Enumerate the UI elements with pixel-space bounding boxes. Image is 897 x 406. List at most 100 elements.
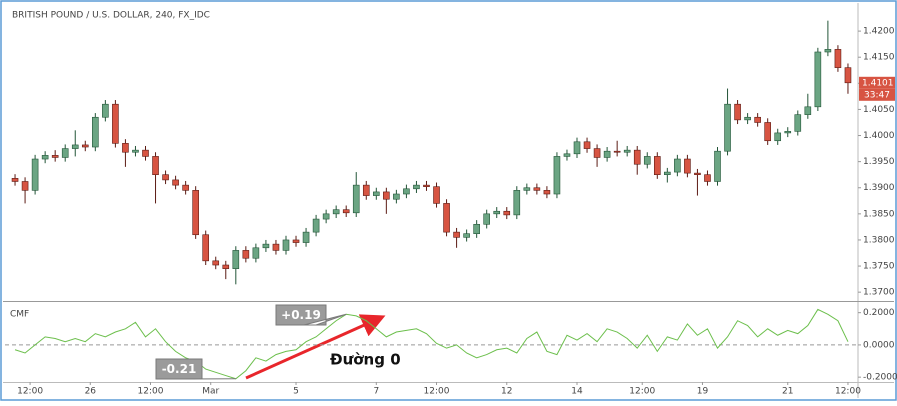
candle-body	[804, 106, 812, 115]
candle-body	[61, 148, 69, 158]
candle-body	[493, 210, 501, 215]
candle-body	[112, 103, 119, 144]
annotation: Đường 0	[330, 351, 401, 369]
candle-body	[533, 187, 541, 191]
candle-body	[383, 191, 390, 200]
countdown: 33:47	[864, 90, 890, 100]
candle-body	[182, 184, 189, 191]
y-tick-label: 1.4200	[863, 27, 895, 37]
candle-body	[423, 184, 430, 187]
candle-body	[593, 148, 601, 158]
x-tick-label: 12:00	[424, 387, 450, 397]
countdown-box	[859, 88, 895, 101]
candle-body	[724, 103, 731, 152]
candle-body	[41, 155, 49, 160]
candle-body	[523, 187, 531, 191]
candle-body	[503, 210, 511, 216]
candle-body	[734, 103, 741, 121]
candle-body	[352, 184, 360, 214]
candle-body	[473, 223, 480, 234]
candle-body	[222, 264, 230, 269]
candle-body	[553, 156, 561, 195]
candle-body	[322, 213, 330, 220]
candle-body	[71, 144, 79, 149]
candle-body	[583, 141, 591, 149]
candle-body	[212, 260, 220, 266]
callout-text: -0.21	[162, 362, 197, 376]
y-tick-label: 1.4050	[863, 105, 895, 115]
candle-body	[483, 213, 490, 225]
candle-body	[31, 158, 39, 191]
candle-body	[684, 158, 691, 174]
candle-body	[744, 116, 751, 121]
x-tick-label: 12:00	[629, 387, 655, 397]
callout-text: +0.19	[281, 308, 321, 322]
chart-title: BRITISH POUND / U.S. DOLLAR, 240, FX_IDC	[12, 11, 210, 21]
y-tick-label: 0.2000	[863, 308, 895, 318]
price-tag: 1.4101	[862, 78, 894, 88]
candle-body	[362, 184, 370, 196]
candle-body	[613, 150, 621, 153]
x-tick-label: 12:00	[138, 387, 164, 397]
x-tick-label: 12	[501, 387, 512, 397]
candle-body	[51, 155, 59, 158]
candle-body	[784, 131, 792, 134]
x-tick-label: 7	[373, 387, 379, 397]
candle-body	[292, 239, 300, 243]
candle-body	[302, 231, 310, 243]
candle-body	[282, 239, 290, 251]
candle-body	[443, 203, 450, 233]
candle-body	[674, 158, 681, 173]
candle-body	[172, 179, 179, 186]
candle-body	[623, 149, 631, 153]
candle-body	[563, 153, 571, 157]
candle-body	[543, 190, 551, 195]
candle-body	[202, 234, 210, 262]
x-tick-label: 12:00	[17, 387, 43, 397]
y-tick-label: 1.4150	[863, 53, 895, 63]
candle-body	[463, 233, 470, 238]
y-tick-label: 0.0000	[863, 340, 895, 350]
candle-body	[704, 174, 711, 182]
candle-body	[754, 116, 761, 123]
candle-body	[142, 149, 149, 157]
x-tick-label: 14	[571, 387, 583, 397]
candle-body	[332, 209, 340, 215]
y-tick-label: 1.3800	[863, 235, 895, 245]
x-tick-label: 21	[782, 387, 793, 397]
candle-body	[162, 174, 169, 181]
candle-body	[192, 190, 199, 236]
candle-body	[272, 243, 280, 251]
candle-body	[834, 49, 842, 68]
candle-body	[342, 209, 350, 214]
candle-body	[312, 218, 320, 233]
candle-body	[21, 181, 29, 191]
y-tick-label: 1.3950	[863, 157, 895, 167]
candle-body	[242, 250, 250, 259]
y-tick-label: 1.3750	[863, 262, 895, 272]
candle-body	[11, 178, 19, 182]
candle-body	[152, 156, 159, 175]
candle-body	[373, 191, 380, 196]
x-tick-label: 26	[85, 387, 97, 397]
y-tick-label: 1.3900	[863, 183, 895, 193]
y-tick-label: 1.3850	[863, 209, 895, 219]
candle-body	[92, 116, 99, 148]
indicator-title: CMF	[10, 310, 29, 320]
candle-body	[814, 51, 822, 108]
arrow	[245, 314, 386, 380]
candle-body	[633, 149, 641, 165]
x-tick-label: 5	[293, 387, 299, 397]
candle-body	[122, 143, 129, 153]
candle-body	[714, 150, 721, 182]
candle-body	[603, 150, 611, 158]
x-tick-label: 19	[697, 387, 709, 397]
candle-body	[573, 141, 581, 155]
callout-box	[155, 358, 236, 380]
candle-body	[664, 171, 671, 175]
candle-body	[694, 172, 701, 175]
candle-body	[794, 114, 802, 132]
candle-body	[774, 132, 782, 142]
